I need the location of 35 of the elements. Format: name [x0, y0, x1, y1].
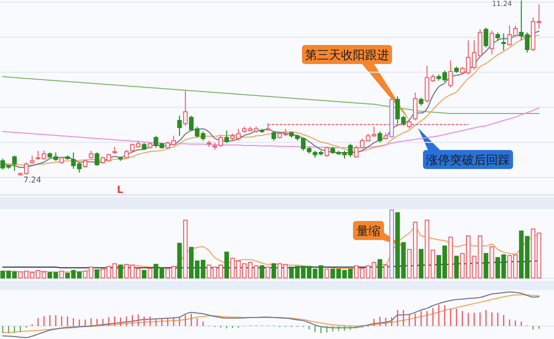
candlestick	[490, 30, 494, 55]
bar	[484, 253, 488, 278]
candlestick	[501, 32, 506, 51]
bar	[118, 264, 123, 278]
bar	[183, 220, 188, 278]
candlestick	[94, 152, 100, 166]
candlestick	[412, 92, 418, 122]
bar	[148, 268, 152, 278]
annotation: 涨停突破后回踩	[426, 153, 510, 167]
bar	[177, 242, 182, 278]
bar	[378, 259, 382, 278]
bar	[224, 252, 229, 278]
bar	[490, 246, 494, 278]
bar	[418, 248, 424, 278]
candlestick	[378, 130, 382, 143]
candlestick	[177, 115, 182, 136]
candlestick	[272, 130, 276, 142]
bar	[454, 256, 459, 278]
annotation: 第三天收阳跟进	[305, 48, 389, 62]
candlestick	[183, 90, 188, 126]
bar	[324, 268, 330, 278]
annotation: 量缩	[356, 224, 380, 238]
bar	[448, 236, 453, 278]
annotation: 7.24	[23, 176, 42, 185]
bar	[272, 263, 276, 278]
bar	[142, 270, 146, 278]
candlestick	[484, 27, 488, 48]
candlestick	[448, 60, 453, 88]
bar	[94, 269, 100, 278]
annotation: L	[116, 185, 124, 196]
bar	[59, 270, 64, 278]
bar	[260, 265, 264, 278]
candlestick	[224, 130, 229, 144]
candlestick	[12, 155, 17, 172]
bar	[266, 266, 270, 278]
